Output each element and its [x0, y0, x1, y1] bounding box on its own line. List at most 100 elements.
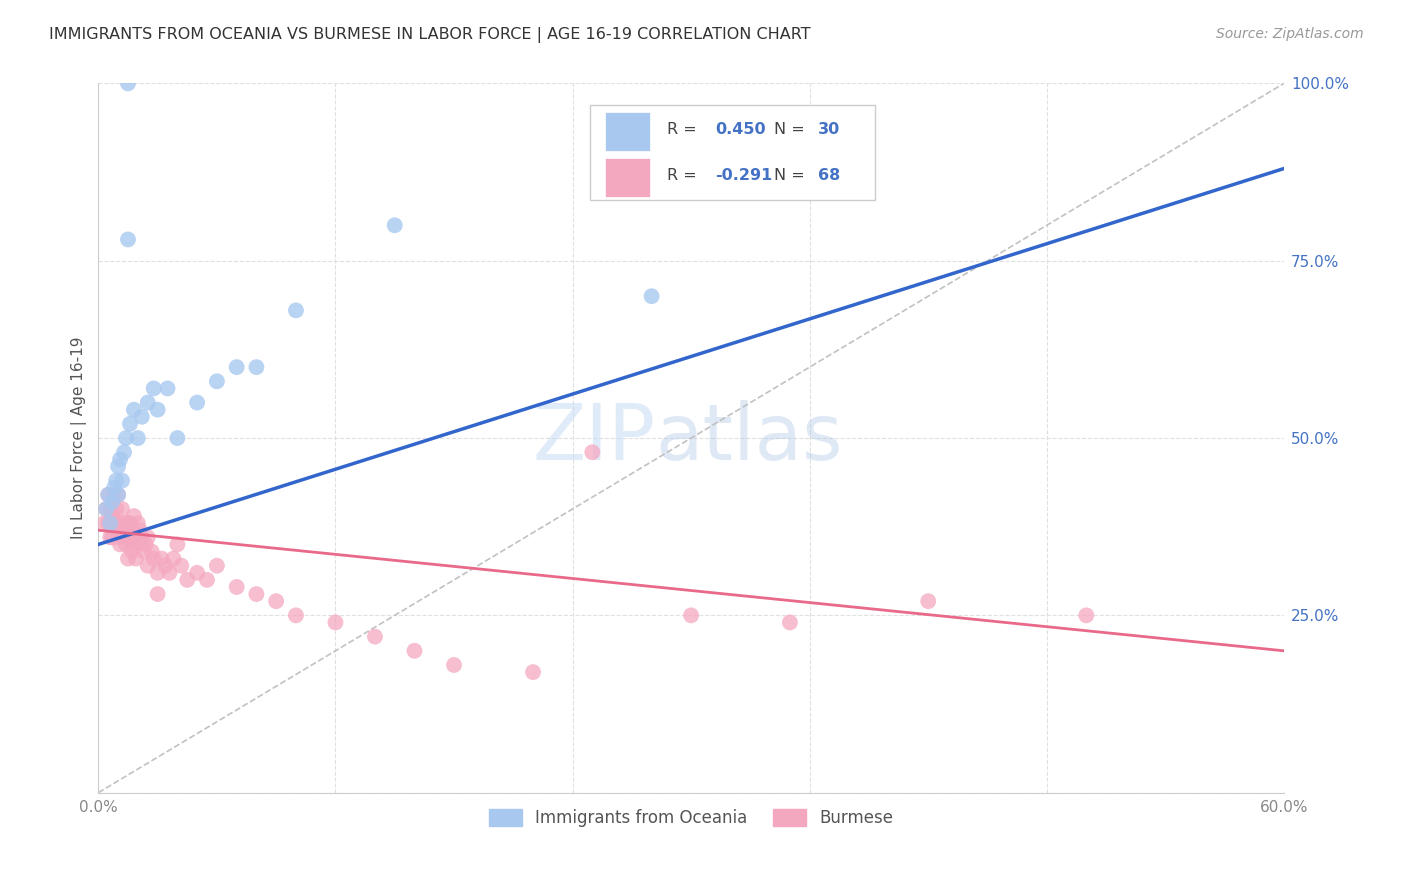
Point — [105, 502, 128, 516]
Point — [127, 516, 149, 530]
Text: R =: R = — [668, 122, 697, 137]
Point — [125, 551, 148, 566]
Point — [1076, 608, 1098, 623]
Point — [96, 502, 118, 516]
Point — [443, 658, 465, 673]
Point — [284, 608, 307, 623]
Point — [186, 566, 208, 580]
Point — [146, 402, 169, 417]
Point — [325, 615, 347, 630]
Point — [146, 566, 169, 580]
Point — [97, 488, 120, 502]
Point — [118, 516, 141, 530]
Point — [105, 523, 128, 537]
Point — [245, 360, 267, 375]
Point — [111, 523, 134, 537]
Point — [118, 417, 141, 431]
FancyBboxPatch shape — [605, 158, 650, 197]
Point — [112, 530, 135, 544]
Point — [117, 516, 139, 530]
Point — [205, 374, 228, 388]
Text: N =: N = — [775, 169, 804, 184]
Text: 0.450: 0.450 — [714, 122, 765, 137]
Point — [141, 544, 163, 558]
Text: N =: N = — [775, 122, 804, 137]
FancyBboxPatch shape — [591, 104, 875, 201]
Point — [132, 544, 155, 558]
Point — [186, 395, 208, 409]
Point — [98, 530, 121, 544]
Point — [404, 644, 426, 658]
Text: IMMIGRANTS FROM OCEANIA VS BURMESE IN LABOR FORCE | AGE 16-19 CORRELATION CHART: IMMIGRANTS FROM OCEANIA VS BURMESE IN LA… — [49, 27, 811, 43]
Point — [225, 360, 247, 375]
Point — [384, 219, 406, 233]
Point — [121, 523, 143, 537]
Point — [128, 523, 150, 537]
Point — [108, 452, 131, 467]
Point — [142, 381, 165, 395]
Point — [155, 558, 177, 573]
Point — [108, 516, 131, 530]
Point — [117, 77, 139, 91]
Point — [136, 530, 159, 544]
Point — [136, 558, 159, 573]
Point — [284, 303, 307, 318]
Point — [131, 530, 153, 544]
Point — [101, 495, 124, 509]
Point — [127, 431, 149, 445]
Point — [96, 502, 118, 516]
Text: -0.291: -0.291 — [714, 169, 772, 184]
Point — [98, 502, 121, 516]
Point — [117, 232, 139, 246]
Point — [146, 587, 169, 601]
Point — [131, 409, 153, 424]
Point — [112, 445, 135, 459]
Point — [111, 502, 134, 516]
Point — [122, 402, 145, 417]
Point — [195, 573, 218, 587]
Y-axis label: In Labor Force | Age 16-19: In Labor Force | Age 16-19 — [72, 337, 87, 540]
Point — [142, 551, 165, 566]
Text: ZIP: ZIP — [533, 400, 655, 476]
Point — [136, 395, 159, 409]
Point — [115, 537, 138, 551]
Point — [115, 431, 138, 445]
Point — [98, 516, 121, 530]
Point — [225, 580, 247, 594]
Point — [118, 530, 141, 544]
Point — [156, 381, 179, 395]
Point — [122, 509, 145, 524]
Point — [93, 516, 115, 530]
Point — [127, 537, 149, 551]
Point — [170, 558, 193, 573]
Point — [779, 615, 801, 630]
Point — [150, 551, 173, 566]
Point — [101, 530, 124, 544]
Point — [166, 431, 188, 445]
Point — [121, 544, 143, 558]
Point — [245, 587, 267, 601]
Point — [640, 289, 662, 303]
FancyBboxPatch shape — [605, 112, 650, 151]
Point — [101, 509, 124, 524]
Point — [264, 594, 287, 608]
Point — [107, 488, 129, 502]
Point — [205, 558, 228, 573]
Point — [107, 488, 129, 502]
Point — [581, 445, 603, 459]
Point — [112, 516, 135, 530]
Point — [111, 474, 134, 488]
Text: R =: R = — [668, 169, 697, 184]
Point — [364, 630, 387, 644]
Point — [122, 537, 145, 551]
Text: atlas: atlas — [655, 400, 844, 476]
Legend: Immigrants from Oceania, Burmese: Immigrants from Oceania, Burmese — [482, 803, 900, 834]
Point — [159, 566, 181, 580]
Point — [681, 608, 703, 623]
Point — [162, 551, 184, 566]
Point — [115, 523, 138, 537]
Point — [917, 594, 939, 608]
Point — [125, 530, 148, 544]
Point — [107, 530, 129, 544]
Point — [166, 537, 188, 551]
